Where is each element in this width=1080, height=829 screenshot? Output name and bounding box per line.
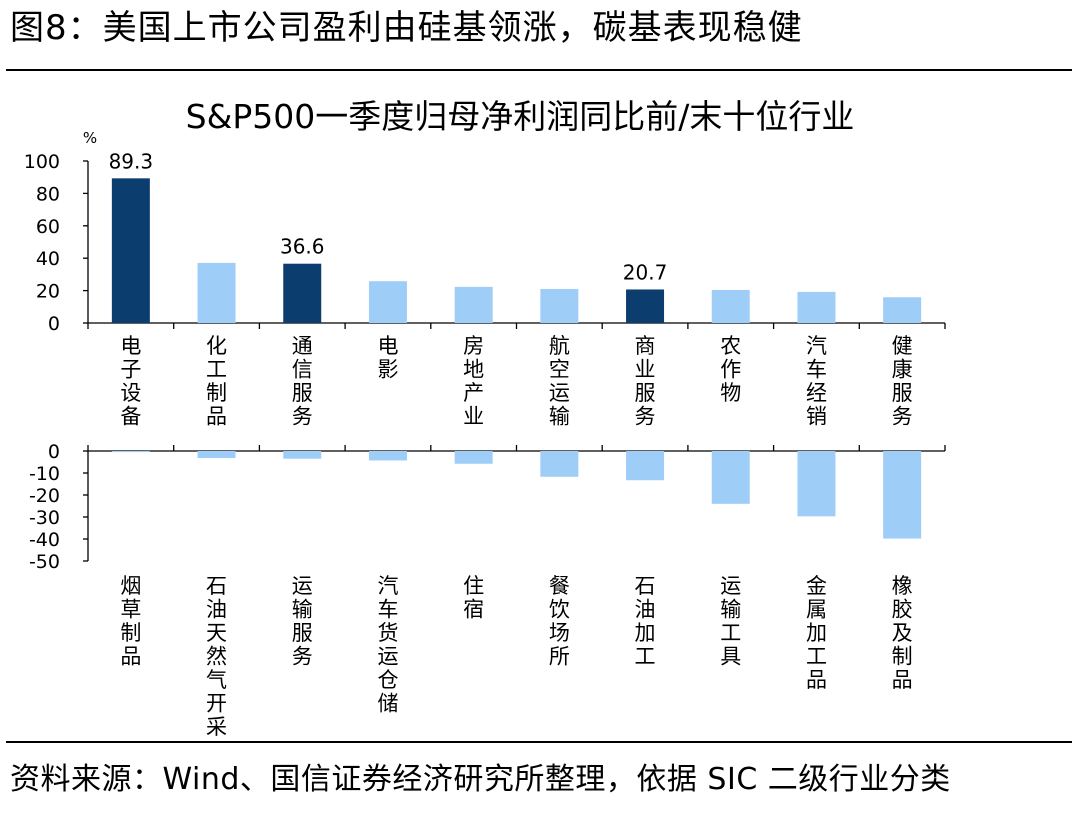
bar: [626, 451, 665, 481]
bar: [540, 288, 579, 323]
y-tick-label: -50: [29, 551, 60, 573]
bar: [454, 286, 493, 323]
y-tick-label: 0: [48, 441, 60, 463]
category-label: 橡胶及制品: [892, 574, 913, 692]
y-tick-label: -10: [29, 463, 60, 485]
y-tick-label: 60: [36, 216, 60, 238]
figure-title: 图8：美国上市公司盈利由硅基领涨，碳基表现稳健: [10, 8, 803, 48]
bar: [368, 281, 407, 323]
y-tick-label: -20: [29, 485, 60, 507]
category-label: 金属加工品: [806, 574, 827, 692]
category-label: 石油加工: [635, 574, 656, 669]
data-label: 89.3: [109, 149, 154, 173]
top-rule: [6, 69, 1072, 71]
bar: [711, 451, 750, 504]
bar: [197, 262, 236, 323]
bar: [797, 451, 836, 517]
category-label: 商业服务: [635, 334, 656, 429]
bar: [883, 451, 922, 539]
bar: [626, 289, 665, 323]
y-tick-label: -30: [29, 507, 60, 529]
data-label: 36.6: [280, 235, 325, 259]
y-tick-label: -40: [29, 529, 60, 551]
category-label: 房地产业: [463, 334, 484, 429]
bar: [111, 451, 150, 453]
bar: [283, 263, 322, 323]
bottom-rule: [6, 741, 1072, 743]
bar: [883, 297, 922, 323]
y-tick-label: 100: [24, 151, 60, 173]
bar: [368, 451, 407, 461]
category-label: 电影: [377, 334, 398, 382]
category-label: 汽车经销: [806, 334, 827, 429]
y-axis-unit-label: %: [83, 129, 97, 147]
category-label: 运输服务: [292, 574, 313, 669]
top-bar-panel: 0 20 40 60 80 100 89.3 电子设备 化工制品 36.6 通信服务 电影 房地产业 航空…: [24, 149, 946, 429]
source-note: 资料来源：Wind、国信证券经济研究所整理，依据 SIC 二级行业分类: [10, 762, 951, 797]
category-label: 化工制品: [206, 334, 227, 429]
category-label: 通信服务: [292, 334, 313, 429]
category-label: 农作物: [720, 334, 741, 405]
chart-svg: S&P500一季度归母净利润同比前/末十位行业 % 0 20 40 60 80 100 89…: [24, 97, 946, 739]
bar: [454, 451, 493, 464]
category-label: 航空运输: [549, 334, 570, 429]
bar: [540, 451, 579, 477]
bar: [111, 178, 150, 323]
bar: [197, 451, 236, 459]
bar: [797, 291, 836, 323]
category-label: 餐饮场所: [549, 574, 570, 669]
category-label: 电子设备: [120, 334, 141, 429]
category-label: 汽车货运仓储: [377, 574, 398, 716]
data-label: 20.7: [623, 260, 668, 284]
category-label: 健康服务: [892, 334, 913, 429]
y-tick-label: 80: [36, 183, 60, 205]
bar: [711, 289, 750, 323]
y-tick-label: 40: [36, 248, 60, 270]
category-label: 烟草制品: [120, 574, 141, 669]
chart-title: S&P500一季度归母净利润同比前/末十位行业: [186, 97, 855, 136]
category-label: 石油天然气开采: [206, 574, 227, 739]
category-label: 住宿: [463, 574, 484, 622]
category-label: 运输工具: [720, 574, 741, 669]
y-tick-label: 20: [36, 281, 60, 303]
y-tick-label: 0: [48, 313, 60, 335]
bar: [283, 451, 322, 459]
bottom-bar-panel: 0-10-20-30-40-50 烟草制品 石油天然气开采 运输服务 汽车货运仓储 住宿 餐…: [29, 441, 946, 739]
